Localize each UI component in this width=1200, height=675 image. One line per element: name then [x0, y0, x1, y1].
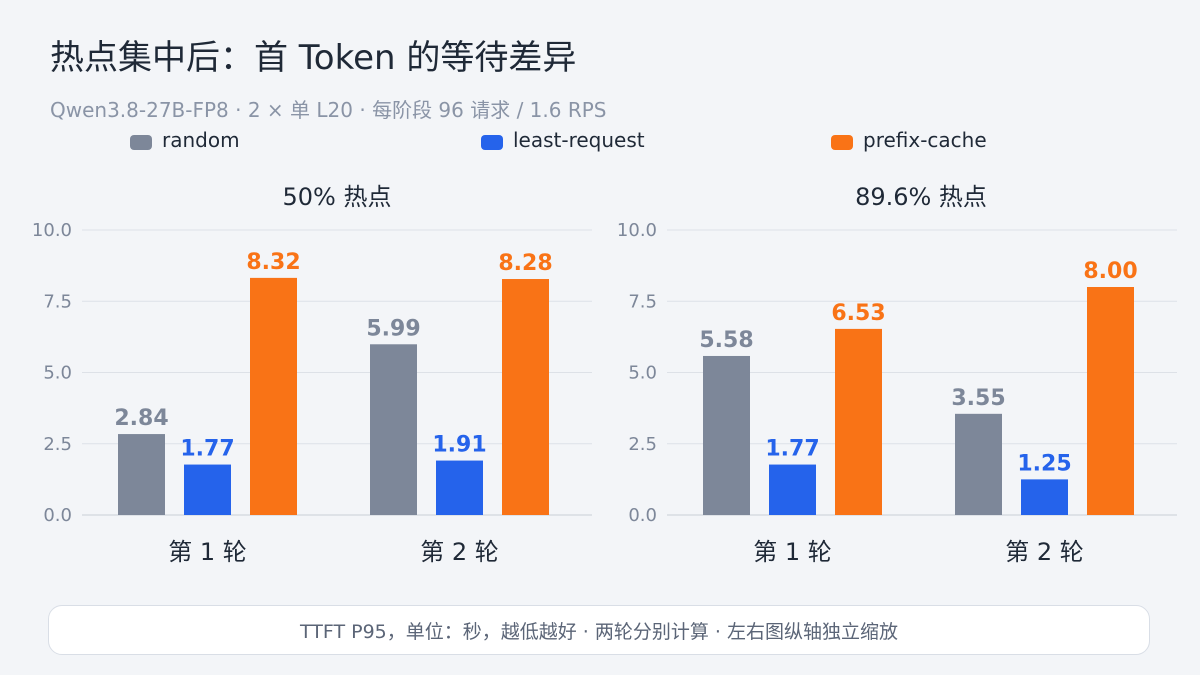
bar-random [955, 413, 1002, 515]
y-tick-label: 10.0 [617, 220, 657, 241]
bar-prefix-cache [502, 279, 549, 515]
bar-least-request [1021, 479, 1068, 515]
bar-prefix-cache [250, 277, 297, 515]
data-label-random: 5.58 [699, 328, 753, 353]
bar-random [703, 355, 750, 515]
legend-swatch-random [130, 134, 152, 150]
data-label-prefix-cache: 8.32 [246, 250, 300, 275]
data-label-random: 5.99 [366, 316, 420, 341]
y-tick-label: 7.5 [43, 291, 72, 312]
x-category-label: 第 1 轮 [168, 538, 247, 566]
data-label-least-request: 1.25 [1017, 451, 1071, 476]
bar-prefix-cache [835, 328, 882, 515]
page-subtitle: Qwen3.8-27B-FP8 · 2 × 单 L20 · 每阶段 96 请求 … [50, 98, 607, 122]
y-tick-label: 5.0 [43, 363, 72, 384]
legend-swatch-prefix-cache [831, 134, 853, 150]
y-tick-label: 0.0 [43, 505, 72, 526]
legend-label-random: random [162, 128, 240, 152]
y-tick-label: 2.5 [628, 434, 657, 455]
data-label-prefix-cache: 6.53 [831, 301, 885, 326]
legend-item-least-request: least-request [481, 128, 645, 152]
legend-label-prefix-cache: prefix-cache [863, 128, 987, 152]
legend: random least-request prefix-cache [0, 128, 1200, 158]
legend-item-prefix-cache: prefix-cache [831, 128, 987, 152]
page-title: 热点集中后：首 Token 的等待差异 [50, 38, 577, 78]
x-category-label: 第 2 轮 [420, 538, 499, 566]
legend-item-random: random [130, 128, 240, 152]
data-label-least-request: 1.91 [432, 433, 486, 458]
data-label-random: 3.55 [951, 386, 1005, 411]
bar-random [118, 434, 165, 515]
y-tick-label: 0.0 [628, 505, 657, 526]
data-label-least-request: 1.77 [765, 437, 819, 462]
y-tick-label: 10.0 [32, 220, 72, 241]
data-label-least-request: 1.77 [180, 437, 234, 462]
y-tick-label: 7.5 [628, 291, 657, 312]
bar-random [370, 344, 417, 515]
charts-canvas: 50% 热点 0.0 2.5 5.0 7.5 10.0 2.84 1.77 8.32 第 1 轮 5… [32, 183, 1177, 566]
legend-swatch-least-request [481, 134, 503, 150]
legend-label-least-request: least-request [513, 128, 645, 152]
bar-least-request [184, 464, 231, 515]
y-tick-label: 5.0 [628, 363, 657, 384]
x-category-label: 第 1 轮 [753, 538, 832, 566]
data-label-prefix-cache: 8.28 [498, 251, 552, 276]
data-label-prefix-cache: 8.00 [1083, 259, 1137, 284]
bar-least-request [436, 460, 483, 515]
y-tick-label: 2.5 [43, 434, 72, 455]
bar-prefix-cache [1087, 287, 1134, 515]
data-label-random: 2.84 [114, 406, 168, 431]
footer-note-text: TTFT P95，单位：秒，越低越好 · 两轮分别计算 · 左右图纵轴独立缩放 [300, 620, 898, 643]
x-category-label: 第 2 轮 [1005, 538, 1084, 566]
bar-least-request [769, 464, 816, 515]
panel-title: 50% 热点 [283, 183, 392, 211]
footer-note: TTFT P95，单位：秒，越低越好 · 两轮分别计算 · 左右图纵轴独立缩放 [48, 605, 1150, 655]
panel-title: 89.6% 热点 [855, 183, 987, 211]
